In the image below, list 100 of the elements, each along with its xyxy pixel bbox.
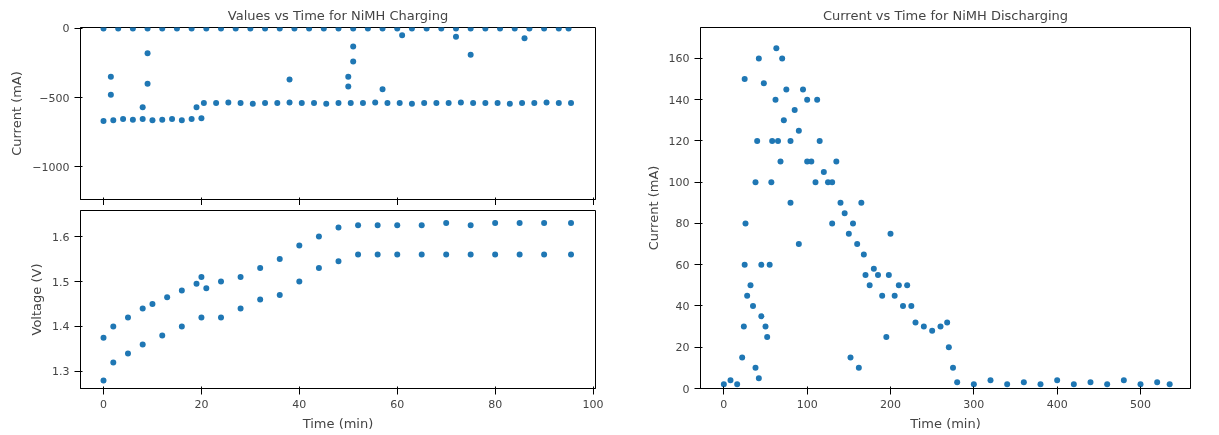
point: [355, 222, 362, 229]
x-tick-label: 80: [488, 397, 503, 411]
chart-title: Values vs Time for NiMH Charging: [227, 7, 449, 23]
point: [350, 58, 357, 65]
point: [541, 251, 548, 258]
point: [394, 251, 401, 258]
point: [372, 99, 379, 106]
point: [345, 83, 352, 90]
point: [107, 73, 114, 80]
y-tick-label: −500: [39, 91, 70, 105]
point: [262, 100, 269, 107]
point: [237, 100, 244, 107]
point: [374, 251, 381, 258]
point: [257, 296, 264, 303]
y-tick-label: 40: [675, 299, 690, 313]
x-tick-label: 0: [100, 397, 108, 411]
point: [200, 100, 207, 107]
point: [159, 116, 166, 123]
x-tick-label: 400: [1046, 397, 1068, 411]
point: [443, 251, 450, 258]
point: [129, 116, 136, 123]
y-tick-label: 60: [675, 258, 690, 272]
point: [408, 100, 415, 107]
chart-title: Current vs Time for NiMH Discharging: [822, 7, 1069, 23]
point: [100, 334, 107, 341]
point: [445, 100, 452, 107]
point: [335, 224, 342, 231]
point: [347, 100, 354, 107]
point: [159, 332, 166, 339]
y-tick-label: 160: [668, 52, 690, 66]
y-tick-label: 100: [668, 176, 690, 190]
point: [359, 100, 366, 107]
point: [492, 220, 499, 227]
point: [193, 104, 200, 111]
point: [335, 258, 342, 265]
point: [298, 100, 305, 107]
y-tick-label: 80: [675, 217, 690, 231]
point: [482, 100, 489, 107]
point: [274, 100, 281, 107]
point: [521, 35, 528, 42]
point: [399, 32, 406, 39]
point: [541, 220, 548, 227]
point: [433, 100, 440, 107]
point: [178, 287, 185, 294]
point: [418, 222, 425, 229]
point: [350, 43, 357, 50]
point: [286, 99, 293, 106]
point: [149, 117, 156, 124]
point: [237, 305, 244, 312]
y-tick-label: 1.3: [52, 365, 70, 379]
point: [555, 100, 562, 107]
point: [100, 377, 107, 384]
point: [543, 99, 550, 106]
point: [467, 222, 474, 229]
point: [178, 323, 185, 330]
point: [218, 314, 224, 321]
point: [467, 251, 474, 258]
point: [531, 100, 538, 107]
point: [110, 117, 117, 124]
point: [311, 100, 318, 107]
point: [124, 350, 131, 357]
point: [470, 100, 477, 107]
point: [203, 285, 210, 292]
point: [100, 118, 107, 125]
point: [345, 73, 352, 80]
point: [213, 100, 220, 107]
y-tick-label: 1.6: [52, 230, 70, 244]
point: [296, 278, 303, 285]
point: [149, 301, 156, 307]
x-tick-label: 300: [963, 397, 985, 411]
point: [110, 323, 117, 330]
point: [198, 314, 205, 321]
y-axis-title: Current (mA): [645, 165, 661, 251]
point: [516, 251, 523, 258]
point: [396, 100, 403, 107]
point: [519, 100, 526, 107]
point: [492, 251, 499, 258]
point: [467, 51, 474, 58]
point: [110, 359, 117, 366]
point: [124, 314, 131, 321]
y-axis-title: Current (mA): [9, 71, 25, 156]
x-axis-title: Time (min): [301, 415, 374, 431]
point: [568, 100, 575, 107]
x-tick-label: 60: [390, 397, 405, 411]
point: [257, 265, 264, 272]
point: [296, 242, 303, 249]
point: [374, 222, 381, 229]
y-tick-label: 1.4: [52, 320, 70, 334]
x-axis-title: Time (min): [909, 415, 981, 431]
point: [218, 278, 224, 285]
point: [120, 115, 127, 122]
point: [443, 220, 450, 227]
point: [506, 100, 513, 107]
point: [198, 115, 205, 122]
point: [315, 265, 322, 272]
point: [418, 251, 425, 258]
x-tick-label: 500: [1130, 397, 1151, 411]
y-tick-label: 0: [62, 22, 70, 36]
point: [286, 76, 293, 83]
y-axis-title: Voltage (V): [29, 263, 45, 336]
